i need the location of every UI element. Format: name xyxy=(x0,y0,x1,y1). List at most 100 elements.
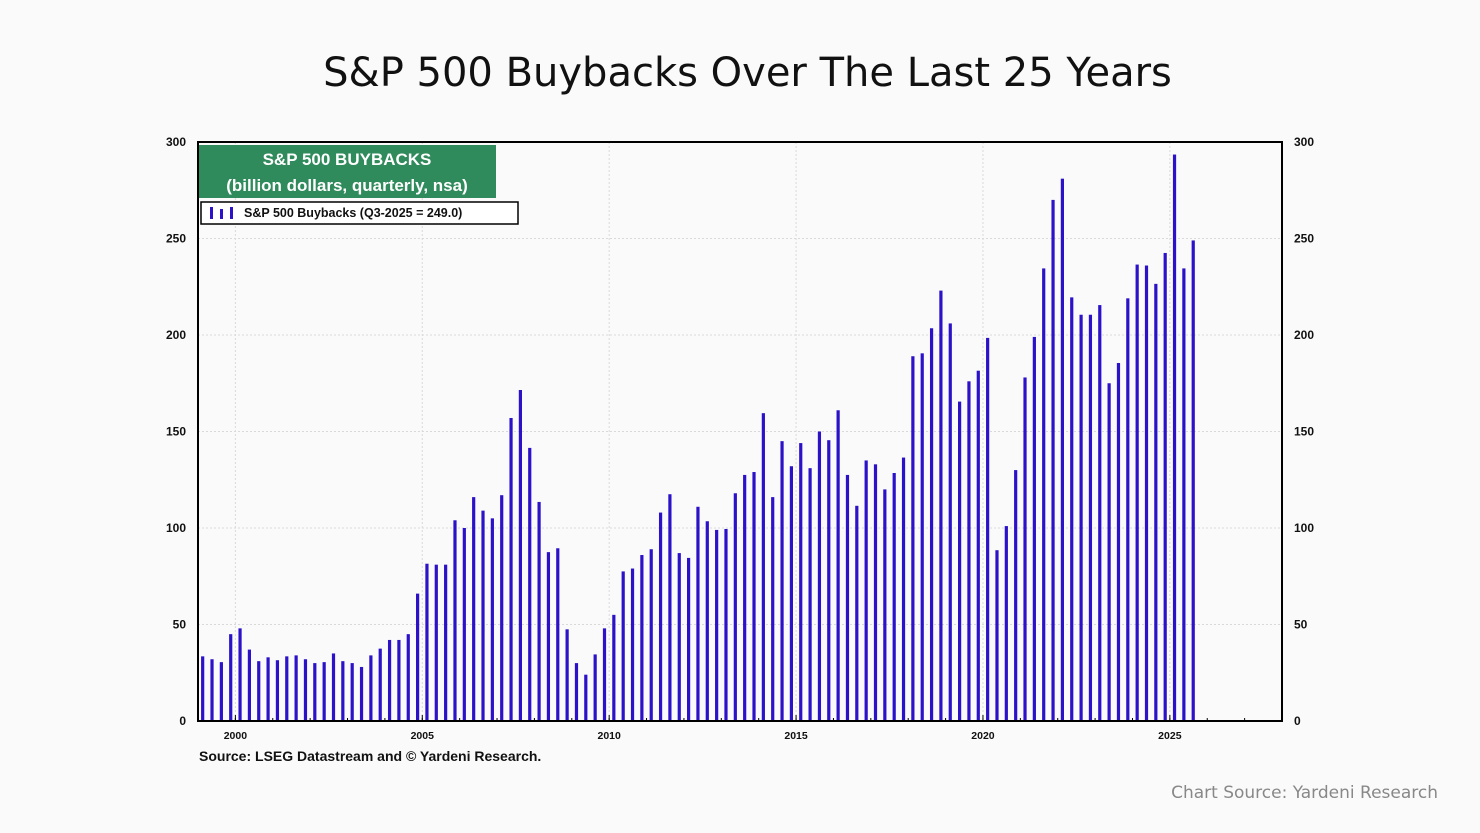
bar xyxy=(528,447,532,721)
bar-series xyxy=(201,154,1195,722)
bar xyxy=(771,497,775,721)
x-tick-label: 2020 xyxy=(971,730,995,742)
y-axis-left: 0 50 100 150 200 250 300 xyxy=(166,135,186,728)
bar xyxy=(275,660,280,721)
y-axis-right: 0 50 100 150 200 250 300 xyxy=(1294,135,1314,728)
bar xyxy=(266,657,270,721)
bar xyxy=(229,634,233,721)
bar xyxy=(1060,178,1064,722)
bar xyxy=(509,417,513,721)
legend-swatch xyxy=(210,207,233,219)
bar xyxy=(976,370,980,721)
bar xyxy=(322,662,326,721)
bar xyxy=(406,634,410,721)
bar xyxy=(1144,265,1149,721)
bar xyxy=(201,656,205,721)
bar xyxy=(462,528,466,721)
bar xyxy=(696,506,700,721)
bar xyxy=(1126,298,1130,721)
y-tick-label-right: 300 xyxy=(1294,135,1314,149)
bar xyxy=(920,353,924,721)
bar xyxy=(556,548,560,721)
bar xyxy=(687,557,691,721)
legend-label: S&P 500 Buybacks (Q3-2025 = 249.0) xyxy=(244,206,462,220)
bar xyxy=(939,290,943,721)
slide-title: S&P 500 Buybacks Over The Last 25 Years xyxy=(323,50,1172,96)
bar xyxy=(808,468,812,721)
y-tick-label-left: 200 xyxy=(166,328,186,342)
bar xyxy=(836,410,840,721)
bar xyxy=(238,628,242,721)
bar xyxy=(677,553,681,721)
y-tick-label-right: 150 xyxy=(1294,425,1314,439)
x-tick-label: 2005 xyxy=(411,730,435,742)
bar xyxy=(1098,305,1102,721)
bar xyxy=(621,571,625,721)
bar xyxy=(789,466,793,721)
bar xyxy=(359,666,364,721)
bar xyxy=(378,648,382,722)
bar xyxy=(1135,264,1139,721)
bar xyxy=(640,555,644,721)
bar xyxy=(845,474,850,721)
bar xyxy=(1004,526,1008,721)
bar xyxy=(1042,268,1046,721)
bar xyxy=(855,505,859,721)
bar xyxy=(929,328,934,721)
chart-source-credit: Chart Source: Yardeni Research xyxy=(1171,783,1438,803)
y-tick-label-left: 250 xyxy=(166,232,186,246)
bar xyxy=(472,497,476,721)
bar xyxy=(518,390,522,721)
bar xyxy=(453,520,457,721)
bar xyxy=(210,659,214,721)
bar xyxy=(1023,377,1027,721)
bar xyxy=(612,614,616,721)
bar xyxy=(864,460,868,721)
bar xyxy=(901,457,906,721)
bar xyxy=(1172,154,1177,722)
bar xyxy=(387,639,392,721)
y-tick-label-left: 0 xyxy=(179,714,186,728)
bar xyxy=(705,521,709,721)
bar xyxy=(1014,470,1018,721)
bar xyxy=(1154,283,1158,721)
bar xyxy=(649,549,653,721)
bar xyxy=(490,518,494,721)
bar xyxy=(416,593,420,721)
bar xyxy=(995,550,999,721)
y-tick-label-right: 200 xyxy=(1294,328,1314,342)
bar xyxy=(967,381,971,721)
bar xyxy=(602,628,607,721)
bar xyxy=(948,323,952,721)
bar xyxy=(752,472,756,721)
bar xyxy=(434,564,438,721)
bar xyxy=(733,493,737,721)
x-tick-label: 2010 xyxy=(597,730,621,742)
legend: S&P 500 Buybacks (Q3-2025 = 249.0) xyxy=(200,201,519,225)
bar xyxy=(303,659,308,721)
bar xyxy=(986,337,990,721)
chart-title: S&P 500 BUYBACKS xyxy=(263,150,432,169)
y-tick-label-right: 50 xyxy=(1294,618,1308,632)
bar xyxy=(285,656,289,721)
bar xyxy=(1163,252,1167,721)
bar xyxy=(958,401,962,721)
x-axis: 2000 2005 2010 2015 2020 2025 xyxy=(197,715,1283,742)
bar xyxy=(350,663,354,721)
bar xyxy=(294,655,298,721)
bar xyxy=(397,639,401,721)
bar xyxy=(341,661,345,721)
bar xyxy=(257,661,261,721)
bar xyxy=(668,494,672,721)
bar xyxy=(1182,268,1186,721)
chart-title-box: S&P 500 BUYBACKS (billion dollars, quart… xyxy=(199,145,496,198)
bar xyxy=(1070,297,1074,721)
bar xyxy=(817,431,822,721)
bar xyxy=(1191,240,1195,721)
bar xyxy=(892,473,896,721)
bar xyxy=(724,528,728,721)
chart-subtitle: (billion dollars, quarterly, nsa) xyxy=(226,176,468,195)
y-tick-label-left: 150 xyxy=(166,425,186,439)
bar xyxy=(780,441,784,721)
